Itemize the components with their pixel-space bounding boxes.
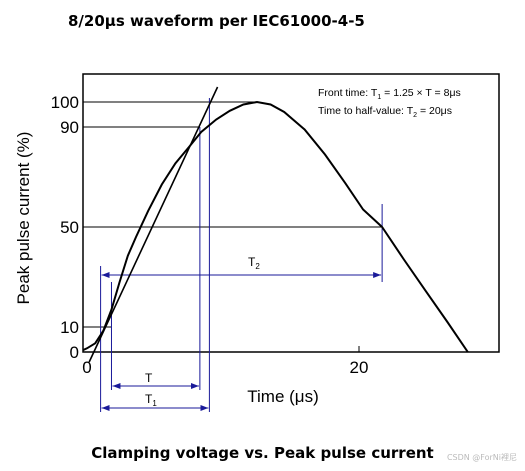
watermark-text: CSDN @ForNi裡尼 <box>446 453 517 462</box>
reference-lines <box>83 101 383 328</box>
chart-caption: Clamping voltage vs. Peak pulse current <box>91 444 434 462</box>
chart-heading: 8/20μs waveform per IEC61000-4-5 <box>68 12 365 30</box>
plot-frame <box>82 73 500 353</box>
y-tick-50: 50 <box>60 218 79 237</box>
y-tick-100: 100 <box>51 93 79 112</box>
y-tick-labels: 0 10 50 90 100 <box>51 93 88 362</box>
curve-group <box>83 100 469 352</box>
y-tick-0: 0 <box>70 343 79 362</box>
front-time-line <box>88 86 219 363</box>
dimension-label-t1: T1 <box>145 392 157 408</box>
x-axis-label: Time (μs) <box>247 387 319 406</box>
y-axis-label: Peak pulse current (%) <box>14 132 33 305</box>
legend-front-time: Front time: T1 = 1.25 × T = 8μs <box>318 87 461 101</box>
y-tick-90: 90 <box>60 118 79 137</box>
x-tick-0: 0 <box>82 358 91 377</box>
dimension-label-t2: T2 <box>248 255 260 271</box>
y-tick-10: 10 <box>60 318 79 337</box>
dimension-label-t: T <box>145 371 153 385</box>
dimension-lines <box>100 98 383 412</box>
waveform-curve <box>83 100 469 352</box>
legend-half-value: Time to half-value: T2 = 20μs <box>318 105 452 119</box>
x-tick-labels: 0 20 <box>82 346 368 377</box>
x-tick-20: 20 <box>350 358 369 377</box>
